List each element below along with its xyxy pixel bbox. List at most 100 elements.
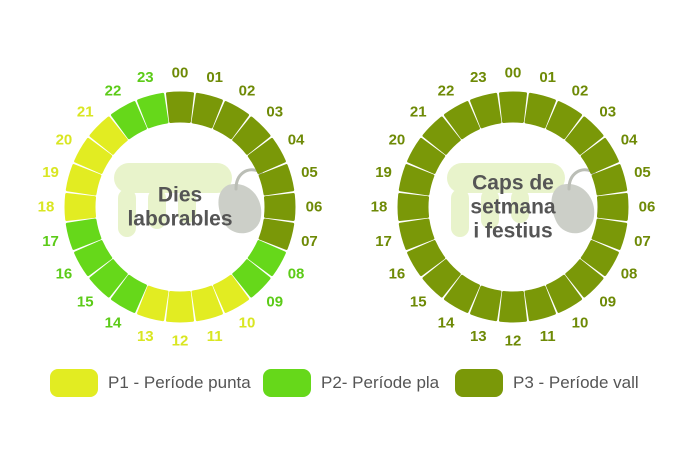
hour-label-16: 16	[56, 266, 73, 283]
hour-label-17: 17	[42, 233, 59, 250]
hour-segment-14	[111, 274, 147, 313]
hour-label-20: 20	[389, 132, 406, 149]
hour-segment-03	[565, 116, 604, 155]
hour-segment-20	[407, 138, 446, 174]
hour-segment-01	[524, 92, 556, 129]
legend-item-p3: P3 - Període vall	[455, 366, 639, 400]
legend-label-p2: P2- Període pla	[321, 373, 440, 392]
hour-segment-00	[165, 91, 195, 124]
clock-title-line: setmana	[470, 196, 556, 219]
hour-label-06: 06	[306, 199, 323, 216]
hour-label-14: 14	[438, 315, 455, 332]
hour-label-00: 00	[505, 65, 522, 82]
hour-label-21: 21	[410, 104, 427, 121]
hour-label-22: 22	[105, 82, 122, 99]
hour-label-05: 05	[301, 164, 318, 181]
hour-segment-04	[247, 138, 286, 174]
blob-icon	[551, 183, 595, 234]
hour-label-05: 05	[634, 164, 651, 181]
hour-segment-08	[580, 240, 619, 276]
hour-label-01: 01	[539, 69, 556, 86]
hour-label-15: 15	[410, 293, 427, 310]
hour-label-18: 18	[371, 199, 388, 216]
hour-segment-13	[137, 285, 169, 322]
hour-segment-06	[596, 192, 629, 222]
hour-segment-05	[258, 164, 295, 196]
hour-label-01: 01	[206, 69, 223, 86]
hour-segment-16	[407, 240, 446, 276]
hour-segment-15	[422, 259, 461, 298]
hour-label-12: 12	[172, 333, 189, 350]
hour-segment-14	[444, 274, 480, 313]
hour-label-04: 04	[288, 132, 305, 149]
hour-segment-03	[232, 116, 271, 155]
hour-label-23: 23	[137, 69, 154, 86]
hour-label-18: 18	[38, 199, 55, 216]
hour-label-11: 11	[540, 328, 556, 345]
hour-label-03: 03	[266, 104, 283, 121]
hour-segment-11	[191, 285, 223, 322]
hour-label-06: 06	[639, 199, 656, 216]
hour-segment-22	[444, 101, 480, 140]
hour-label-11: 11	[207, 328, 223, 345]
hour-label-07: 07	[301, 233, 318, 250]
hour-segment-23	[137, 92, 169, 129]
hour-label-02: 02	[239, 82, 256, 99]
hour-segment-08	[247, 240, 286, 276]
hour-label-09: 09	[266, 293, 283, 310]
hour-segment-12	[498, 290, 528, 323]
hour-segment-10	[213, 274, 249, 313]
legend-swatch-p3	[455, 369, 503, 397]
hour-segment-12	[165, 290, 195, 323]
brand-logo-watermark	[114, 163, 263, 237]
hour-label-19: 19	[42, 164, 59, 181]
legend-item-p2: P2- Període pla	[263, 366, 439, 400]
hour-segment-10	[546, 274, 582, 313]
hour-segment-04	[580, 138, 619, 174]
hour-segment-19	[398, 164, 435, 196]
legend: P1 - Període punta P2- Període pla P3 - …	[0, 366, 696, 400]
hour-label-08: 08	[288, 266, 305, 283]
hour-segment-13	[470, 285, 502, 322]
hour-label-08: 08	[621, 266, 638, 283]
hour-label-00: 00	[172, 65, 189, 82]
hour-segment-17	[65, 218, 102, 250]
hour-label-02: 02	[572, 82, 589, 99]
legend-swatch-p2	[263, 369, 311, 397]
hour-segment-20	[74, 138, 113, 174]
hour-segment-02	[213, 101, 249, 140]
hour-label-17: 17	[375, 233, 392, 250]
clock-title-line: i festius	[473, 220, 552, 243]
hour-label-16: 16	[389, 266, 406, 283]
legend-label-p1: P1 - Període punta	[108, 373, 251, 392]
hour-label-03: 03	[599, 104, 616, 121]
hour-label-13: 13	[137, 328, 154, 345]
hour-segment-07	[258, 218, 295, 250]
blob-icon	[218, 183, 262, 234]
hour-segment-05	[591, 164, 628, 196]
hour-segment-11	[524, 285, 556, 322]
hour-segment-01	[191, 92, 223, 129]
hour-label-07: 07	[634, 233, 651, 250]
hour-label-15: 15	[77, 293, 94, 310]
hour-segment-09	[565, 259, 604, 298]
hour-label-09: 09	[599, 293, 616, 310]
hour-label-13: 13	[470, 328, 487, 345]
hour-label-10: 10	[572, 315, 589, 332]
hour-segment-00	[498, 91, 528, 124]
hour-segment-16	[74, 240, 113, 276]
hour-segment-09	[232, 259, 271, 298]
hour-label-10: 10	[239, 315, 256, 332]
hour-segment-23	[470, 92, 502, 129]
hour-segment-02	[546, 101, 582, 140]
hour-segment-06	[263, 192, 296, 222]
hour-label-12: 12	[505, 333, 522, 350]
hour-segment-18	[397, 192, 430, 222]
clock-title-line: laborables	[127, 208, 232, 231]
hour-label-04: 04	[621, 132, 638, 149]
legend-swatch-p1	[50, 369, 98, 397]
legend-label-p3: P3 - Període vall	[513, 373, 639, 392]
hour-segment-22	[111, 101, 147, 140]
